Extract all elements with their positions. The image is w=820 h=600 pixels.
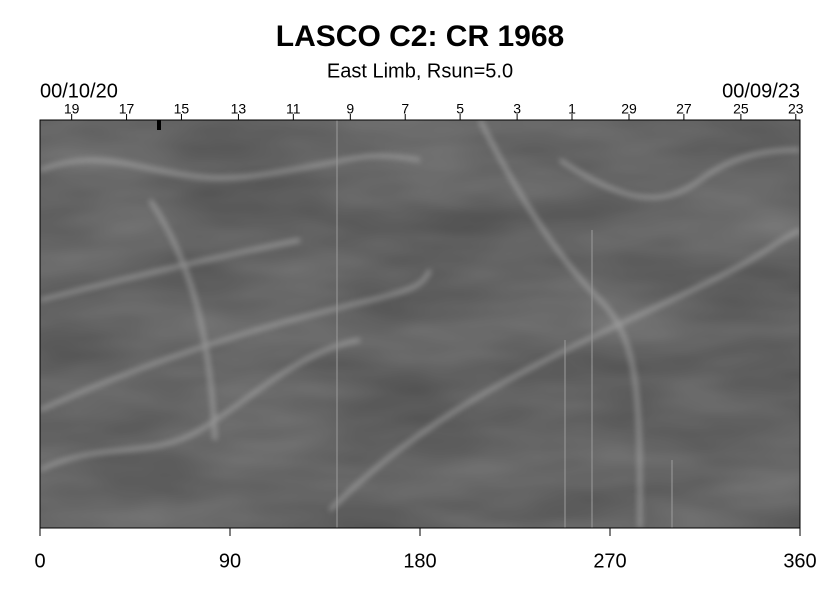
x-tick-label: 180	[403, 550, 436, 572]
x2-tick-label: 27	[676, 101, 692, 117]
synoptic-image	[40, 120, 800, 528]
x-tick-label: 360	[783, 550, 816, 572]
x2-tick-label: 13	[231, 101, 247, 117]
x2-tick-label: 11	[286, 101, 301, 117]
x2-tick-label: 29	[621, 101, 637, 117]
x2-tick-label: 25	[733, 101, 749, 117]
x2-tick-label: 7	[401, 101, 409, 117]
x-tick-label: 270	[593, 550, 626, 572]
x2-tick-label: 19	[64, 101, 80, 117]
end-date: 00/09/23	[722, 80, 800, 102]
x2-tick-label: 9	[346, 101, 354, 117]
start-date: 00/10/20	[40, 80, 118, 102]
x-tick-label: 90	[219, 550, 241, 572]
x2-tick-label: 15	[174, 101, 190, 117]
x2-tick-label: 5	[456, 101, 464, 117]
x2-tick-label: 3	[513, 101, 521, 117]
chart-subtitle: East Limb, Rsun=5.0	[327, 60, 513, 82]
x2-tick-label: 1	[568, 101, 576, 117]
x2-tick-label: 17	[119, 101, 135, 117]
x-tick-label: 0	[34, 550, 45, 572]
chart-title: LASCO C2: CR 1968	[276, 20, 564, 53]
x2-tick-label: 23	[788, 101, 804, 117]
